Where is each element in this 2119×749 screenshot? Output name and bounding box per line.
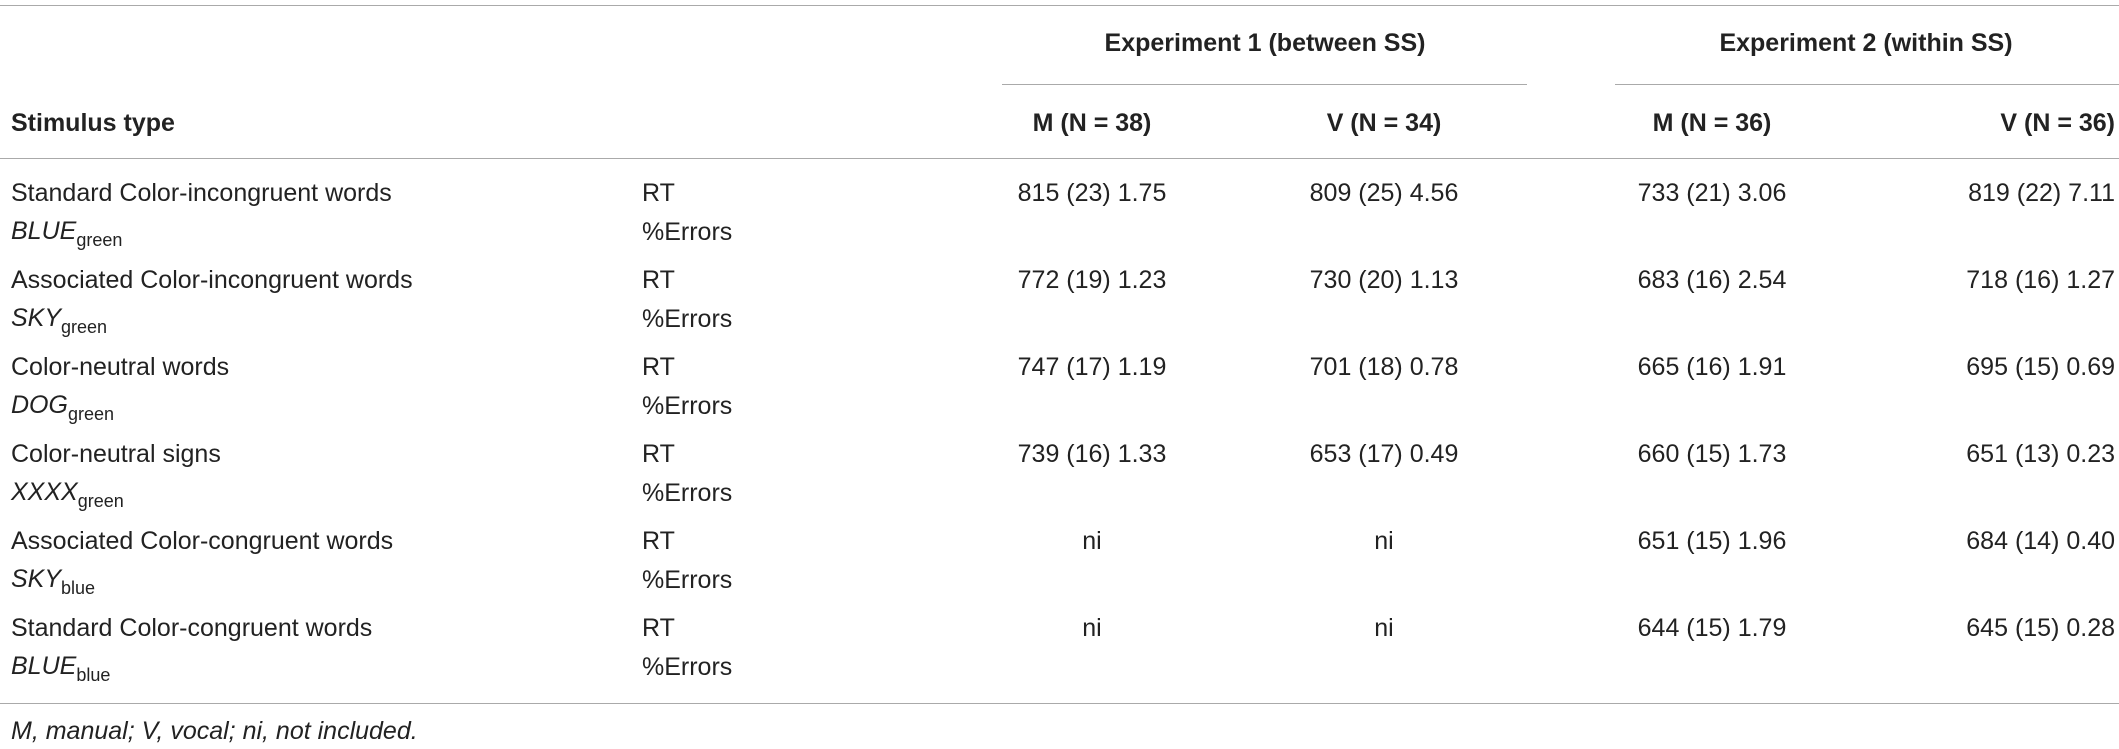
measure-label: RT	[642, 614, 675, 642]
measure-label: RT	[642, 266, 675, 294]
example-color: green	[77, 491, 124, 511]
stimulus-example: BLUEblue	[11, 651, 111, 685]
measure-label: %Errors	[642, 479, 733, 507]
stimulus-name: Associated Color-incongruent words	[11, 266, 413, 294]
cell-value: 684 (14) 0.40	[1966, 527, 2115, 555]
example-color: green	[67, 404, 114, 424]
cell-value: 651 (15) 1.96	[1637, 527, 1787, 555]
stimulus-example: XXXXgreen	[11, 477, 124, 511]
cell-value: 739 (16) 1.33	[1017, 440, 1167, 468]
measure-label: %Errors	[642, 392, 733, 420]
cell-value: 683 (16) 2.54	[1637, 266, 1787, 294]
stimulus-name: Associated Color-congruent words	[11, 527, 394, 555]
cell-value: 645 (15) 0.28	[1966, 614, 2115, 642]
example-word: XXXX	[11, 478, 78, 506]
stimulus-name: Standard Color-incongruent words	[11, 179, 392, 207]
measure-label: %Errors	[642, 653, 733, 681]
stimulus-example: DOGgreen	[11, 390, 114, 424]
cell-value: 819 (22) 7.11	[1968, 179, 2115, 207]
measure-label: %Errors	[642, 218, 733, 246]
stimulus-example: BLUEgreen	[11, 216, 123, 250]
cell-value: 733 (21) 3.06	[1637, 179, 1787, 207]
measure-label: %Errors	[642, 305, 733, 333]
example-word: SKY	[11, 565, 62, 593]
stimulus-name: Color-neutral words	[11, 353, 230, 381]
example-word: BLUE	[11, 652, 77, 680]
measure-label: RT	[642, 179, 675, 207]
example-color: blue	[61, 578, 96, 598]
rule-top	[0, 5, 2119, 6]
measure-label: RT	[642, 440, 675, 468]
stimulus-name: Standard Color-congruent words	[11, 614, 373, 642]
cell-value: 701 (18) 0.78	[1309, 353, 1459, 381]
example-color: green	[61, 317, 108, 337]
cell-value: 772 (19) 1.23	[1017, 266, 1167, 294]
column-header: V (N = 36)	[2000, 109, 2115, 137]
measure-label: RT	[642, 527, 675, 555]
cell-value: 660 (15) 1.73	[1637, 440, 1787, 468]
cell-value: ni	[1082, 527, 1102, 555]
column-header: M (N = 36)	[1652, 109, 1772, 137]
group-rule	[1002, 84, 1527, 85]
column-header: V (N = 34)	[1326, 109, 1442, 137]
stimulus-example: SKYgreen	[11, 303, 108, 337]
cell-value: 695 (15) 0.69	[1966, 353, 2115, 381]
measure-label: %Errors	[642, 566, 733, 594]
cell-value: 809 (25) 4.56	[1309, 179, 1459, 207]
cell-value: 665 (16) 1.91	[1637, 353, 1787, 381]
cell-value: 815 (23) 1.75	[1017, 179, 1167, 207]
cell-value: 651 (13) 0.23	[1966, 440, 2115, 468]
group-header: Experiment 2 (within SS)	[1719, 29, 2013, 57]
cell-value: 747 (17) 1.19	[1017, 353, 1167, 381]
example-word: DOG	[11, 391, 68, 419]
column-header: M (N = 38)	[1032, 109, 1152, 137]
stub-header: Stimulus type	[11, 109, 175, 137]
example-word: BLUE	[11, 217, 77, 245]
cell-value: ni	[1374, 527, 1394, 555]
rule-bottom	[0, 703, 2119, 704]
example-word: SKY	[11, 304, 62, 332]
group-rule	[1615, 84, 2119, 85]
example-color: blue	[76, 665, 111, 685]
cell-value: ni	[1082, 614, 1102, 642]
rule-header	[0, 158, 2119, 159]
cell-value: 653 (17) 0.49	[1309, 440, 1459, 468]
stimulus-name: Color-neutral signs	[11, 440, 221, 468]
cell-value: 730 (20) 1.13	[1309, 266, 1459, 294]
footnote: M, manual; V, vocal; ni, not included.	[11, 717, 418, 745]
cell-value: 644 (15) 1.79	[1637, 614, 1787, 642]
cell-value: ni	[1374, 614, 1394, 642]
group-header: Experiment 1 (between SS)	[1104, 29, 1426, 57]
measure-label: RT	[642, 353, 675, 381]
example-color: green	[76, 230, 123, 250]
stimulus-example: SKYblue	[11, 564, 96, 598]
cell-value: 718 (16) 1.27	[1966, 266, 2115, 294]
